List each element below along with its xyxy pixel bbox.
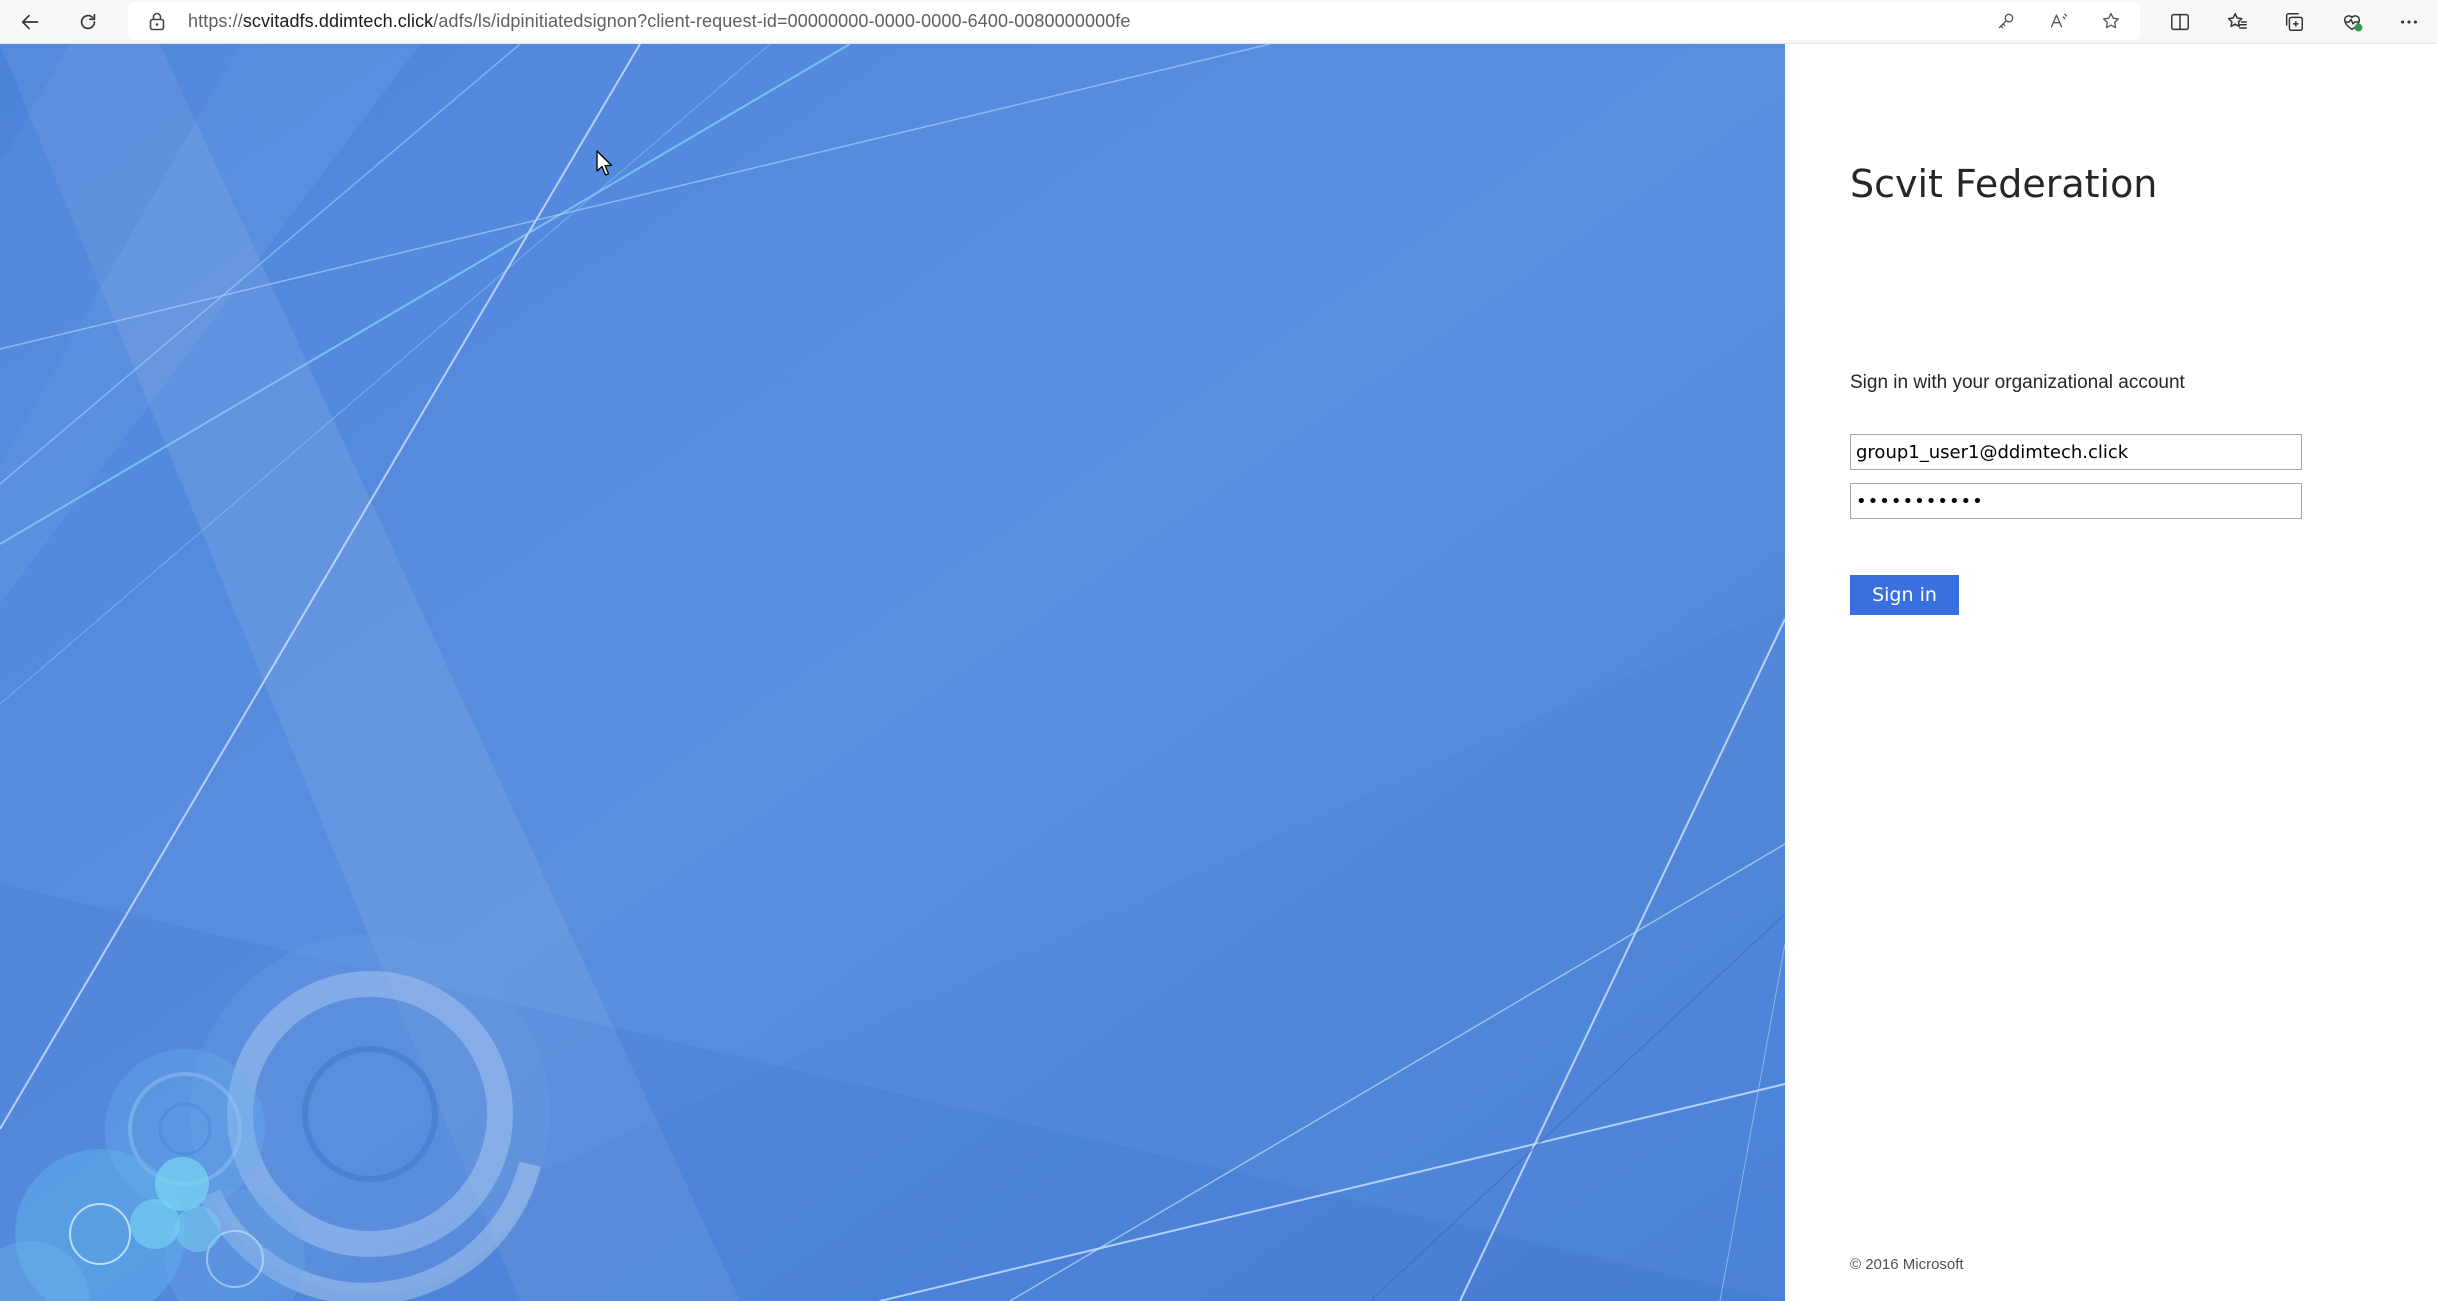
split-screen-icon[interactable] <box>2162 4 2198 40</box>
mouse-pointer-icon <box>596 150 613 176</box>
password-field[interactable] <box>1850 483 2302 519</box>
username-field[interactable] <box>1850 434 2302 470</box>
heart-pulse-icon[interactable] <box>2334 4 2370 40</box>
key-icon[interactable] <box>1993 8 2019 34</box>
signin-heading: Sign in with your organizational account <box>1850 372 2185 393</box>
signin-panel: Scvit Federation Sign in with your organ… <box>1785 44 2437 1301</box>
background-illustration <box>0 44 1785 1301</box>
more-icon[interactable] <box>2391 4 2427 40</box>
page-content: Scvit Federation Sign in with your organ… <box>0 44 2437 1301</box>
address-bar[interactable]: https://scvitadfs.ddimtech.click/adfs/ls… <box>128 2 2140 40</box>
background-art <box>0 44 1785 1301</box>
star-icon[interactable] <box>2098 8 2124 34</box>
copyright-text: © 2016 Microsoft <box>1850 1256 1964 1273</box>
url-path: /adfs/ls/idpinitiatedsignon?client-reque… <box>433 11 1131 31</box>
read-aloud-icon[interactable] <box>2046 8 2072 34</box>
favorites-icon[interactable] <box>2219 4 2255 40</box>
url-scheme: https:// <box>188 11 243 31</box>
url-text[interactable]: https://scvitadfs.ddimtech.click/adfs/ls… <box>188 11 1131 32</box>
browser-toolbar: https://scvitadfs.ddimtech.click/adfs/ls… <box>0 0 2437 44</box>
back-arrow-icon[interactable] <box>12 4 48 40</box>
lock-icon[interactable] <box>148 11 166 31</box>
collections-icon[interactable] <box>2276 4 2312 40</box>
signin-button[interactable]: Sign in <box>1850 575 1959 615</box>
company-name: Scvit Federation <box>1850 162 2158 206</box>
url-host: scvitadfs.ddimtech.click <box>242 11 434 31</box>
refresh-icon[interactable] <box>70 4 106 40</box>
